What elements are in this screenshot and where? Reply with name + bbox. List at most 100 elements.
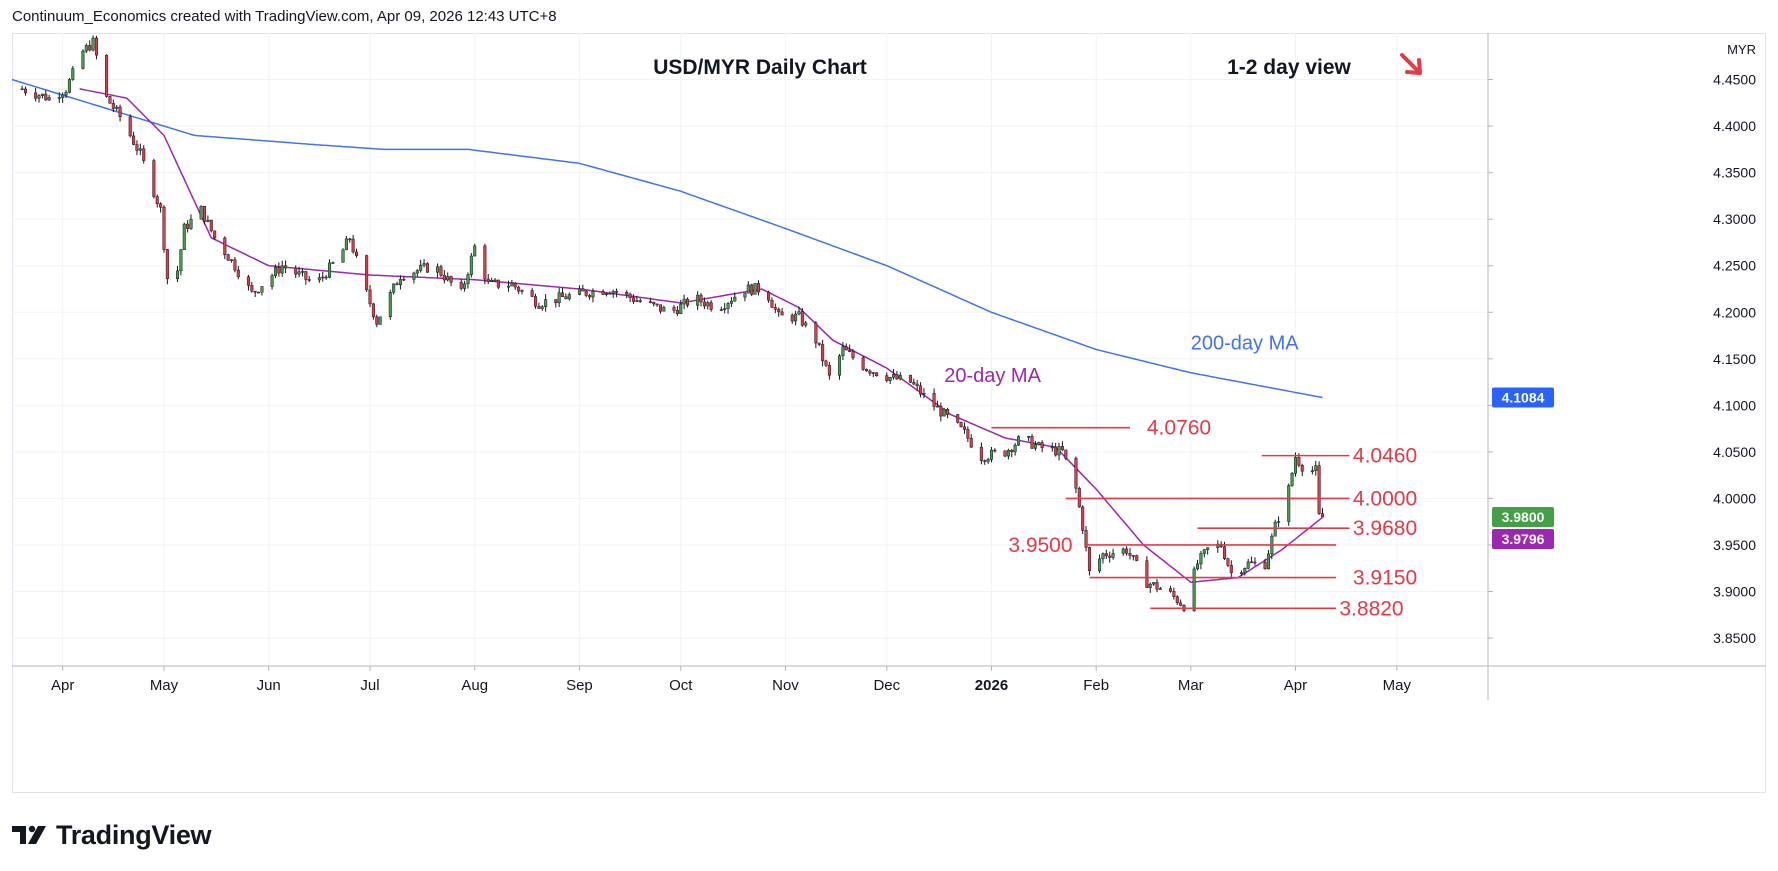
y-tick-label: 3.8500 — [1713, 630, 1756, 646]
candle — [652, 301, 656, 307]
x-tick-label: Apr — [1284, 677, 1307, 694]
candle — [1017, 435, 1021, 446]
candle — [1128, 548, 1132, 560]
candle — [939, 402, 943, 422]
candle — [584, 290, 588, 298]
candle — [486, 273, 490, 285]
candle — [88, 40, 92, 52]
candle — [233, 257, 237, 273]
candle — [425, 262, 429, 273]
candle — [932, 388, 936, 411]
candle — [638, 298, 642, 303]
candle — [203, 205, 207, 225]
candle — [189, 214, 193, 230]
candle — [750, 283, 754, 297]
candle — [115, 105, 119, 111]
candle — [294, 265, 298, 279]
axis-layer: 4.4500 4.4000 4.3500 4.3000 4.2500 4.2000 4.15… — [12, 33, 1766, 700]
candle — [1253, 557, 1257, 566]
candle — [1037, 441, 1041, 446]
candle — [61, 92, 65, 103]
candle — [199, 205, 203, 220]
candle — [368, 284, 372, 308]
y-tick-label: 4.4000 — [1713, 118, 1756, 134]
candle — [152, 158, 156, 199]
candle — [1060, 441, 1064, 451]
candle — [800, 307, 804, 327]
candle — [956, 414, 960, 424]
candle — [1064, 449, 1068, 461]
ma-label: 20-day MA — [944, 365, 1041, 387]
candle — [67, 77, 71, 94]
candle — [1266, 550, 1270, 570]
candle — [135, 140, 139, 156]
candle — [375, 314, 379, 328]
candle — [1148, 582, 1152, 593]
candle — [868, 369, 872, 376]
x-tick-label: Oct — [669, 677, 693, 694]
x-tick-label: Jun — [257, 677, 281, 694]
candle — [1290, 472, 1294, 487]
tradingview-brand[interactable]: TradingView — [12, 818, 212, 852]
candle — [206, 215, 210, 223]
y-tick-label: 4.1500 — [1713, 351, 1756, 367]
candle — [1293, 452, 1297, 477]
candle — [588, 294, 592, 300]
candle — [898, 372, 902, 381]
candle — [979, 442, 983, 465]
candle — [746, 281, 750, 294]
candle — [439, 264, 443, 277]
candle — [611, 289, 615, 298]
level-label: 4.0460 — [1353, 445, 1417, 468]
candle — [449, 275, 453, 287]
candle — [71, 66, 75, 81]
candle — [895, 370, 899, 380]
candle — [331, 261, 335, 265]
candle — [304, 270, 308, 285]
candle — [1250, 556, 1254, 564]
candle — [34, 87, 38, 102]
candle — [165, 249, 169, 285]
y-tick-label: 3.9500 — [1713, 537, 1756, 553]
candle — [84, 43, 88, 54]
candle — [608, 291, 612, 295]
candle — [544, 294, 548, 312]
svg-text:4.1084: 4.1084 — [1502, 390, 1545, 406]
arrow-down-right-icon — [1400, 53, 1422, 75]
candle — [989, 446, 994, 463]
chart-frame — [12, 33, 1766, 793]
candle — [861, 355, 865, 371]
candle — [540, 305, 544, 311]
candle — [1013, 442, 1017, 456]
candle — [138, 143, 142, 156]
candle — [672, 304, 676, 314]
candle — [111, 99, 115, 113]
candle — [1081, 505, 1085, 534]
candle — [260, 286, 264, 296]
candle — [821, 339, 825, 367]
candle — [209, 219, 213, 233]
x-tick-label: May — [1383, 677, 1412, 694]
candle — [756, 280, 760, 296]
candle — [696, 291, 700, 311]
candle — [706, 300, 710, 310]
candle — [773, 303, 777, 314]
candle — [179, 249, 183, 276]
candle — [919, 382, 923, 398]
y-tick-label: 4.4500 — [1713, 72, 1756, 88]
candle — [875, 372, 879, 377]
candle — [983, 459, 987, 465]
candle — [1104, 549, 1108, 559]
candle — [662, 305, 666, 312]
candle — [402, 276, 406, 281]
candle — [1074, 456, 1078, 494]
candle — [253, 290, 257, 298]
candle — [851, 349, 855, 360]
candle — [321, 272, 325, 282]
moving-average-layer — [11, 78, 1323, 583]
candle — [1229, 560, 1233, 579]
candle — [604, 292, 608, 297]
candle — [767, 290, 771, 303]
candle — [94, 35, 98, 60]
